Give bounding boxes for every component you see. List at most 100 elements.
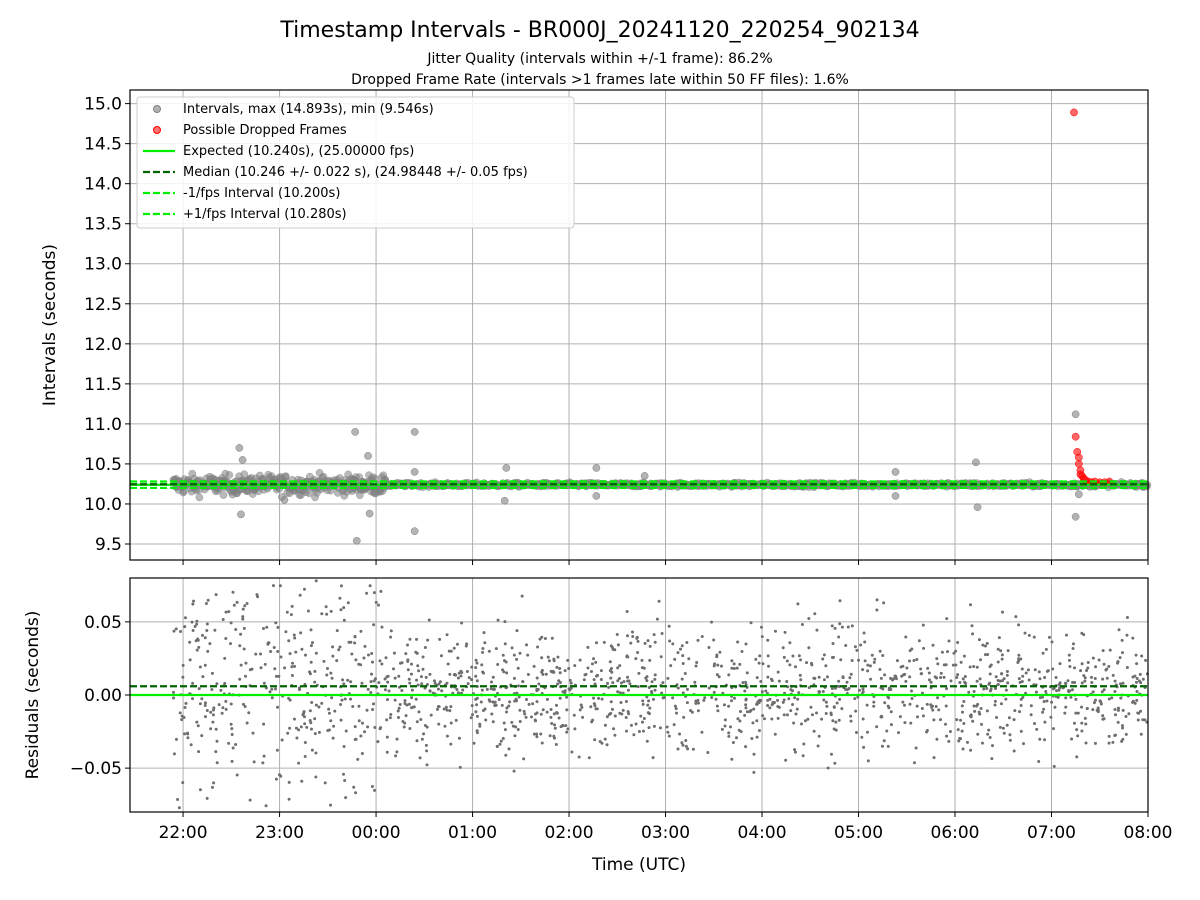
residual-point [912, 658, 916, 662]
residual-point [566, 658, 570, 662]
residual-point [788, 663, 792, 667]
residual-point [435, 707, 439, 711]
residual-point [1121, 708, 1125, 712]
residual-point [504, 753, 508, 757]
residual-point [393, 676, 397, 680]
residual-point [1012, 749, 1016, 753]
residual-point [459, 674, 463, 678]
legend-marker-dropped [153, 126, 161, 134]
residual-point [518, 719, 522, 723]
residual-point [325, 673, 329, 677]
residual-point [242, 626, 246, 630]
residual-point [848, 676, 852, 680]
residual-point [523, 712, 527, 716]
top-panel: 9.5 10.0 10.5 11.0 11.5 12.0 12.5 13.0 13.5 14.0 1… [40, 89, 1152, 565]
residual-point [385, 718, 389, 722]
legend-item-intervals: Intervals, max (14.893s), min (9.546s) [153, 102, 434, 117]
residual-point [353, 641, 357, 645]
residual-point [198, 788, 202, 792]
residual-point [600, 741, 604, 745]
residual-point [919, 672, 923, 676]
residual-point [881, 653, 885, 657]
residual-point [1113, 733, 1117, 737]
residual-point [206, 649, 210, 653]
residual-point [368, 584, 372, 588]
residual-point [1091, 656, 1095, 660]
residual-point [849, 672, 853, 676]
residual-point [273, 687, 277, 691]
residual-point [606, 681, 610, 685]
residual-point [229, 702, 233, 706]
residual-point [700, 730, 704, 734]
residual-point [1086, 666, 1090, 670]
residual-point [691, 747, 695, 751]
residual-point [627, 712, 631, 716]
residual-point [766, 675, 770, 679]
interval-outlier-point [592, 464, 601, 472]
residual-point [262, 722, 266, 726]
residual-point [558, 681, 562, 685]
x-tick-label: 02:00 [545, 823, 594, 843]
residual-point [496, 663, 500, 667]
residual-point [288, 698, 292, 702]
residual-point [421, 655, 425, 659]
residual-point [586, 666, 590, 670]
residual-point [834, 720, 838, 724]
residual-point [353, 635, 357, 639]
residual-point [496, 618, 500, 622]
residual-point [423, 646, 427, 650]
interval-outlier-point [280, 496, 289, 504]
residual-point [325, 666, 329, 670]
residual-point [860, 735, 864, 739]
residual-point [517, 695, 521, 699]
residual-point [715, 673, 719, 677]
residual-point [1116, 706, 1120, 710]
residual-point [354, 737, 358, 741]
residual-point [730, 699, 734, 703]
residual-point [481, 650, 485, 654]
residual-point [325, 612, 329, 616]
residual-point [516, 666, 520, 670]
residual-point [1072, 721, 1076, 725]
residual-point [593, 682, 597, 686]
residual-point [715, 655, 719, 659]
residual-point [338, 596, 342, 600]
residual-point [934, 705, 938, 709]
residual-point [587, 756, 591, 760]
residual-point [975, 665, 979, 669]
residual-point [1057, 683, 1061, 687]
residual-point [490, 712, 494, 716]
residual-point [889, 710, 893, 714]
residual-point [758, 654, 762, 658]
residual-point [408, 726, 412, 730]
x-tick-label: 01:00 [448, 823, 497, 843]
residual-point [993, 687, 997, 691]
residual-point [646, 639, 650, 643]
residual-point [863, 659, 867, 663]
residual-point [556, 655, 560, 659]
residual-point [512, 653, 516, 657]
residual-point [502, 670, 506, 674]
residual-point [224, 699, 228, 703]
residual-point [861, 668, 865, 672]
residual-point [349, 680, 353, 684]
residual-point [532, 664, 536, 668]
residual-point [676, 651, 680, 655]
residual-point [469, 716, 473, 720]
residual-point [1006, 681, 1010, 685]
top-y-tick-label: 14.5 [84, 135, 122, 155]
residual-point [491, 720, 495, 724]
residual-point [1113, 679, 1117, 683]
residual-point [838, 599, 842, 603]
legend-label-intervals: Intervals, max (14.893s), min (9.546s) [183, 102, 434, 117]
residual-point [908, 702, 912, 706]
residual-point [197, 645, 201, 649]
residual-point [183, 732, 187, 736]
top-y-ticks: 9.5 10.0 10.5 11.0 11.5 12.0 12.5 13.0 13.5 14.0 1… [84, 95, 1149, 565]
residual-point [215, 739, 219, 743]
residual-point [968, 603, 972, 607]
residual-point [1098, 699, 1102, 703]
residual-point [354, 791, 358, 795]
residual-point [552, 734, 556, 738]
residual-point [889, 676, 893, 680]
